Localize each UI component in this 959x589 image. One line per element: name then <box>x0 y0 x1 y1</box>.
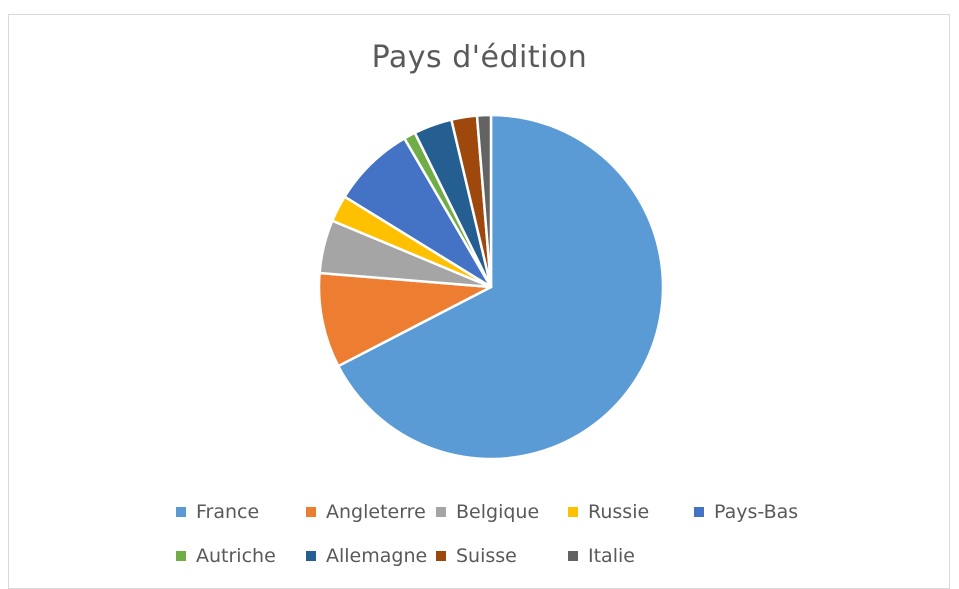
legend-label: Allemagne <box>326 545 428 567</box>
legend-swatch <box>436 507 446 517</box>
legend-label: Autriche <box>196 545 276 567</box>
legend-swatch <box>436 551 446 561</box>
legend-swatch <box>176 551 186 561</box>
legend-label: Pays-Bas <box>714 501 799 523</box>
legend-entry-angleterre: Angleterre <box>306 501 426 523</box>
legend-swatch <box>568 507 578 517</box>
legend-entry-allemagne: Allemagne <box>306 545 427 567</box>
legend-entry-autriche: Autriche <box>176 545 276 567</box>
legend-label: France <box>196 501 260 523</box>
legend-entry-russie: Russie <box>568 501 649 523</box>
pie-slice-angleterre <box>317 271 493 368</box>
legend-entry-suisse: Suisse <box>436 545 517 567</box>
legend-label: Belgique <box>456 501 540 523</box>
chart-title: Pays d'édition <box>371 40 588 75</box>
legend-label: Suisse <box>456 545 517 567</box>
legend-label: Italie <box>588 545 635 567</box>
legend-swatch <box>306 551 316 561</box>
pie-slice-italie <box>475 113 493 289</box>
legend-entry-pays-bas: Pays-Bas <box>694 501 798 523</box>
pie-slice-france <box>336 113 665 461</box>
legend-entry-france: France <box>176 501 259 523</box>
legend-entry-italie: Italie <box>568 545 635 567</box>
legend-entry-belgique: Belgique <box>436 501 539 523</box>
legend-swatch <box>306 507 316 517</box>
legend-label: Russie <box>588 501 650 523</box>
legend-swatch <box>694 507 704 517</box>
legend-label: Angleterre <box>326 501 426 523</box>
legend-swatch <box>176 507 186 517</box>
legend-swatch <box>568 551 578 561</box>
